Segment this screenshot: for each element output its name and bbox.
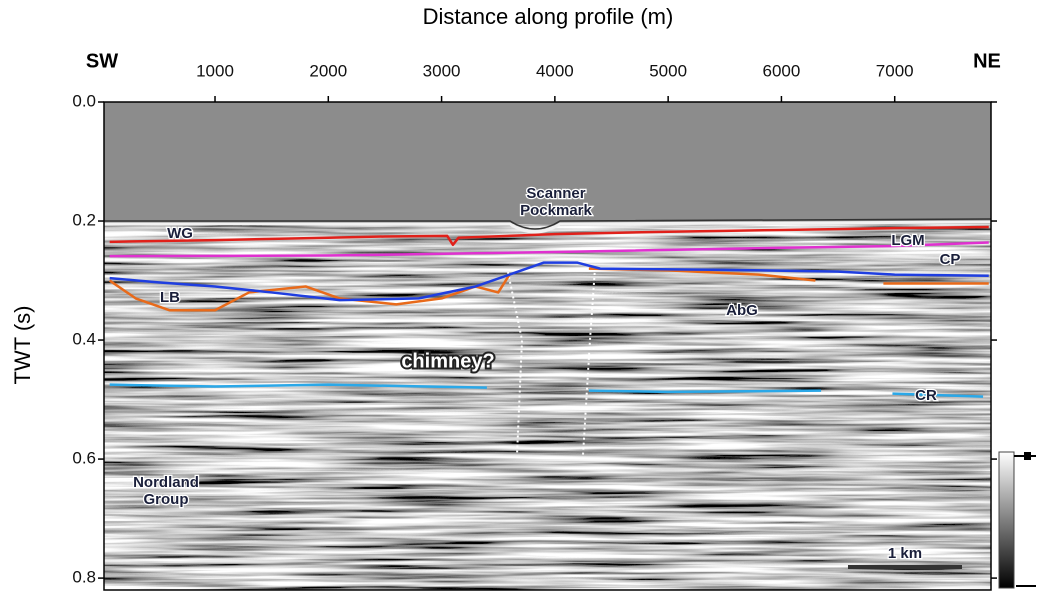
annotation: WG <box>167 225 193 242</box>
section-image <box>104 224 991 590</box>
annotation: LGM <box>891 232 924 249</box>
horizon-line <box>108 273 511 312</box>
annotation: Nordland Group <box>133 474 199 508</box>
annotation: chimney? <box>401 350 494 372</box>
colorbar-marker <box>1024 452 1031 460</box>
end-label: SW <box>86 50 118 72</box>
y-tick-label: 0.4 <box>72 330 96 349</box>
scale-bar-label: 1 km <box>888 545 922 562</box>
y-tick-label: 0.6 <box>72 449 96 468</box>
seabed <box>104 218 992 230</box>
x-tick-label: 1000 <box>196 61 234 80</box>
chimney-outline <box>507 271 524 456</box>
annotation: Scanner Pockmark <box>520 185 592 219</box>
x-tick-label: 6000 <box>763 61 801 80</box>
horizon-line <box>109 383 487 389</box>
horizon-line <box>892 392 984 398</box>
x-tick-label: 5000 <box>649 61 687 80</box>
plot-frame <box>103 101 992 591</box>
horizon-line <box>109 261 989 302</box>
x-axis-title: Distance along profile (m) <box>423 4 674 29</box>
annotation: AbG <box>726 302 758 319</box>
horizon-line <box>109 225 989 247</box>
colorbar <box>998 451 1015 589</box>
seabed <box>104 220 992 234</box>
x-tick-label: 7000 <box>876 61 914 80</box>
annotation: CR <box>915 387 937 404</box>
annotation: CP <box>940 251 961 268</box>
annotation: LB <box>160 289 180 306</box>
horizon-line <box>109 241 989 258</box>
y-tick-label: 0.8 <box>72 568 96 587</box>
end-label: NE <box>973 50 1001 72</box>
y-tick-label: 0.0 <box>72 91 96 110</box>
x-tick-label: 2000 <box>309 61 347 80</box>
horizon-line <box>588 389 822 394</box>
y-tick-label: 0.2 <box>72 211 96 230</box>
y-axis-title: TWT (s) <box>10 305 35 384</box>
plot-area <box>104 102 992 590</box>
x-tick-label: 3000 <box>423 61 461 80</box>
x-tick-label: 4000 <box>536 61 574 80</box>
